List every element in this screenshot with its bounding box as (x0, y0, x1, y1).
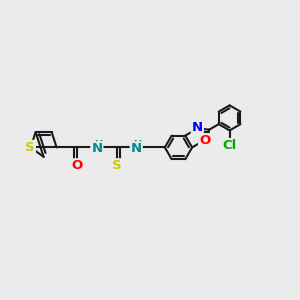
Text: O: O (72, 159, 83, 172)
Text: N: N (192, 122, 203, 134)
Text: N: N (131, 142, 142, 155)
Text: N: N (91, 142, 102, 155)
Text: S: S (112, 159, 122, 172)
Text: Cl: Cl (223, 139, 237, 152)
Text: H: H (133, 140, 141, 150)
Text: O: O (199, 134, 210, 147)
Text: H: H (94, 140, 102, 150)
Text: S: S (25, 141, 35, 154)
